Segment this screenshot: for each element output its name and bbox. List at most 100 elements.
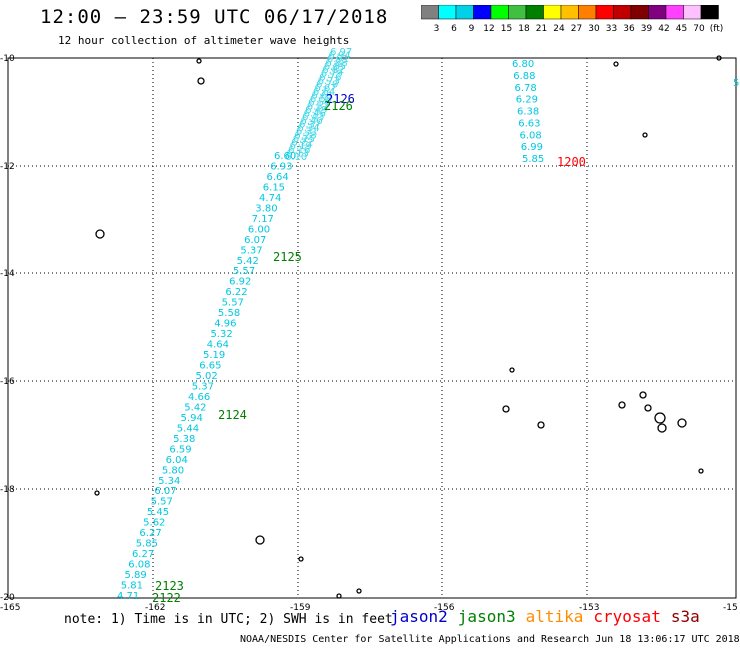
island-outline bbox=[639, 391, 647, 399]
swh-reading: 6.64 bbox=[267, 172, 289, 183]
lat-tick-label: -20 bbox=[0, 593, 15, 603]
pass-time-label: 2126 bbox=[324, 99, 353, 113]
swh-reading-dense: 6.49 bbox=[305, 105, 327, 116]
swh-reading-dense: 6.76 bbox=[319, 72, 341, 83]
swh-reading: 6.15 bbox=[263, 182, 285, 193]
swh-reading-dense: 6.52 bbox=[307, 101, 329, 112]
swh-reading: 6.65 bbox=[199, 361, 221, 372]
swh-reading: 5.94 bbox=[181, 413, 203, 424]
swh-reading: 5.32 bbox=[210, 329, 232, 340]
color-scale-label: 36 bbox=[623, 24, 635, 34]
swh-reading: 3.80 bbox=[255, 203, 277, 214]
satellite-legend: jason2 jason3 altika cryosat s3a bbox=[390, 607, 710, 626]
swh-reading-dense: 6.64 bbox=[313, 87, 335, 98]
swh-reading-east: 6.08 bbox=[520, 130, 542, 141]
island-outline bbox=[613, 61, 619, 67]
island-outline bbox=[298, 556, 304, 562]
swh-reading: 4.96 bbox=[214, 319, 236, 330]
swh-reading-dense: 6.58 bbox=[310, 94, 332, 105]
color-scale-label: 12 bbox=[483, 24, 494, 34]
island-outline bbox=[502, 405, 510, 413]
color-scale-label: 3 bbox=[434, 24, 440, 34]
lat-tick-label: -10 bbox=[0, 54, 15, 64]
swh-reading-dense: 6.25 bbox=[293, 134, 315, 145]
pass-time-label: 2123 bbox=[155, 579, 184, 593]
lon-tick-label: -162 bbox=[145, 603, 165, 613]
credit-line: NOAA/NESDIS Center for Satellite Applica… bbox=[240, 634, 740, 645]
pass-time-label: 2125 bbox=[273, 250, 302, 264]
island-outline bbox=[197, 77, 205, 85]
swh-reading-dense: 6.10 bbox=[285, 152, 307, 163]
swh-reading-dense: 6.94 bbox=[328, 51, 350, 62]
island-outline bbox=[644, 404, 652, 412]
legend-item-cryosat: cryosat bbox=[593, 607, 661, 626]
pass-time-label: 2122 bbox=[152, 591, 181, 605]
swh-reading: 6.60 bbox=[274, 151, 296, 162]
island-outline bbox=[356, 588, 362, 594]
swh-reading-dense: 6.97 bbox=[330, 47, 352, 58]
swh-reading: 5.42 bbox=[184, 402, 206, 413]
swh-reading-dense: 6.43 bbox=[302, 112, 324, 123]
swh-reading-dense: 6.88 bbox=[325, 58, 347, 69]
page-title: 12:00 – 23:59 UTC 06/17/2018 bbox=[40, 6, 389, 28]
swh-reading: 5.89 bbox=[124, 570, 146, 581]
swh-reading-east: 6.29 bbox=[516, 95, 538, 106]
color-scale-label: 9 bbox=[469, 24, 475, 34]
island-outline bbox=[657, 423, 667, 433]
color-swatch bbox=[700, 5, 719, 20]
legend-item-jason3: jason3 bbox=[457, 607, 516, 626]
color-scale-label: 18 bbox=[518, 24, 530, 34]
swh-reading-dense: 6.79 bbox=[321, 69, 343, 80]
swh-reading: 5.42 bbox=[237, 256, 259, 267]
color-scale-label: 33 bbox=[606, 24, 617, 34]
swh-reading-east: 6.78 bbox=[515, 83, 537, 94]
legend-item-s3a: s3a bbox=[670, 607, 700, 626]
map-frame bbox=[7, 57, 737, 599]
swh-reading: 6.92 bbox=[229, 277, 251, 288]
swh-reading-east: 6.80 bbox=[512, 59, 534, 70]
swh-reading: 7.17 bbox=[252, 214, 274, 225]
island-outline bbox=[677, 418, 687, 428]
swh-reading: 6.27 bbox=[132, 549, 154, 560]
swh-reading-dense: 6.91 bbox=[327, 54, 349, 65]
swh-reading-dense: 6.22 bbox=[291, 138, 313, 149]
lon-tick-label: -165 bbox=[0, 603, 20, 613]
swh-reading: 5.37 bbox=[240, 245, 262, 256]
color-scale-label: 39 bbox=[641, 24, 653, 34]
page-subtitle: 12 hour collection of altimeter wave hei… bbox=[58, 34, 350, 47]
swh-reading-dense: 6.31 bbox=[296, 127, 318, 138]
swh-reading-dense: 6.73 bbox=[318, 76, 340, 87]
island-outline bbox=[255, 535, 265, 545]
swh-reading: 6.00 bbox=[248, 224, 270, 235]
swh-reading-dense: 6.40 bbox=[301, 116, 323, 127]
swh-reading: 5.80 bbox=[162, 465, 184, 476]
pass-time-label: 2124 bbox=[218, 408, 247, 422]
swh-reading-edge: 5 bbox=[733, 78, 739, 89]
swh-reading-dense: 6.16 bbox=[288, 145, 310, 156]
legend-item-jason2: jason2 bbox=[390, 607, 448, 626]
swh-reading: 5.57 bbox=[151, 497, 173, 508]
swh-reading: 4.74 bbox=[259, 193, 281, 204]
island-outline bbox=[94, 490, 100, 496]
swh-reading: 6.07 bbox=[244, 235, 266, 246]
swh-reading: 4.64 bbox=[207, 340, 229, 351]
swh-reading-east: 6.99 bbox=[521, 142, 543, 153]
swh-reading: 5.81 bbox=[121, 581, 143, 592]
island-outline bbox=[654, 412, 666, 424]
swh-reading-dense: 6.28 bbox=[294, 130, 316, 141]
color-scale-label: 24 bbox=[553, 24, 565, 34]
island-outline bbox=[95, 229, 105, 239]
lat-tick-label: -16 bbox=[0, 377, 15, 387]
swh-reading: 5.58 bbox=[218, 308, 240, 319]
swh-reading: 5.37 bbox=[192, 381, 214, 392]
color-scale-label: 30 bbox=[588, 24, 600, 34]
color-scale-bar: 3 6 9 12 15 18 21 24 27 30 33 36 39 42 45 70 (ft) bbox=[421, 5, 723, 34]
island-outline bbox=[716, 55, 722, 61]
swh-reading-dense: 6.61 bbox=[311, 90, 333, 101]
swh-reading-dense: 6.85 bbox=[324, 61, 346, 72]
swh-reading: 6.93 bbox=[270, 161, 292, 172]
swh-reading-dense: 6.19 bbox=[290, 141, 312, 152]
lat-tick-label: -18 bbox=[0, 485, 15, 495]
island-outline bbox=[642, 132, 648, 138]
